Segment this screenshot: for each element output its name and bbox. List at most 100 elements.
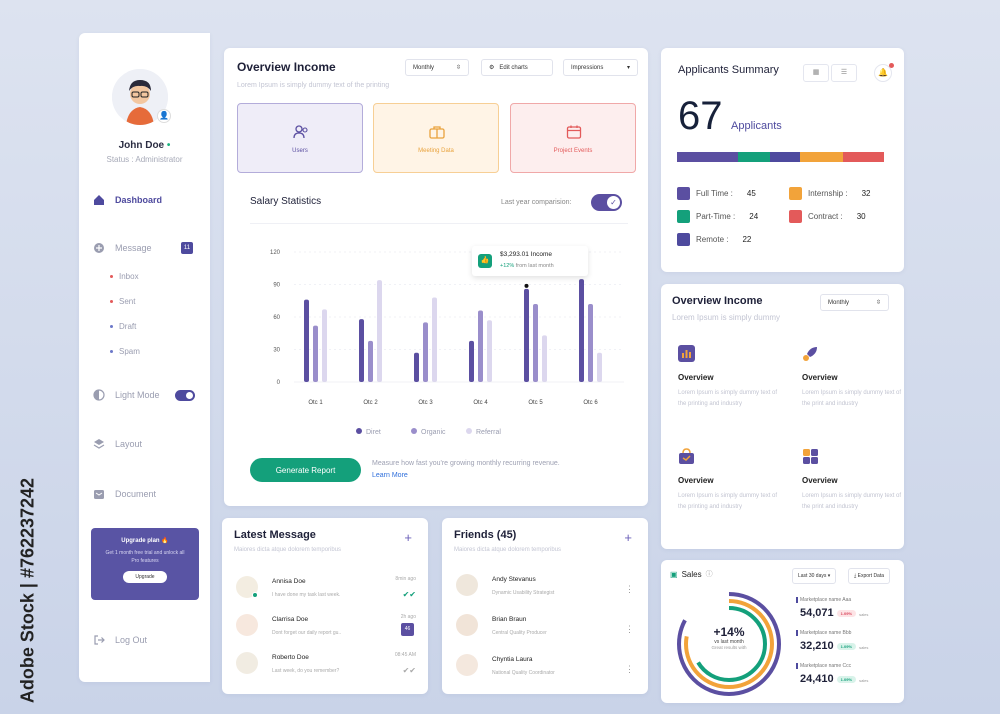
bell-icon[interactable]: 🔔: [874, 64, 892, 82]
home-icon: [94, 195, 104, 205]
x-tick-label: Otc 4: [473, 400, 488, 406]
market-c-label: Marketplace name Ccc: [795, 663, 852, 669]
tile-project-events[interactable]: Project Events: [510, 103, 636, 173]
highlight-point: [524, 283, 529, 288]
overview2-period-select[interactable]: Monthly ⇳: [820, 294, 889, 311]
notification-dot: [889, 63, 894, 68]
overview-income-panel-2: Overview Income Lorem Ipsum is simply du…: [661, 284, 904, 549]
nav-layout[interactable]: Layout: [93, 438, 142, 450]
add-friend-icon[interactable]: +: [624, 530, 632, 545]
nav-sub-spam[interactable]: Spam: [110, 347, 140, 356]
applicants-bar-segment: [800, 152, 844, 162]
apps-grid-icon: [803, 449, 818, 464]
chart-tooltip: 👍 $3,293.01 Income +12% from last month: [472, 246, 588, 276]
avatar: [236, 652, 258, 674]
layers-icon: [93, 439, 105, 449]
x-tick-label: Otc 6: [583, 400, 598, 406]
message-row[interactable]: Clarrisa Doe Dont forget our daily repor…: [236, 612, 416, 644]
more-vertical-icon: ⋮: [625, 584, 634, 594]
chevron-down-icon: ▾: [626, 65, 630, 71]
info-icon: ⓘ: [705, 571, 713, 578]
avatar: [236, 614, 258, 636]
market-a-value: 54,071 1.09% sales: [800, 607, 869, 619]
add-message-icon[interactable]: +: [404, 530, 412, 545]
bar-referral: [487, 320, 492, 382]
list-view-icon[interactable]: ☰: [831, 64, 857, 82]
legend-remote: Remote :22: [677, 233, 751, 246]
friend-row[interactable]: Andy Stevanus Dynamic Usability Strategi…: [456, 572, 636, 604]
applicants-label: Applicants: [731, 120, 782, 132]
message-row[interactable]: Annisa Doe I have done my task last week…: [236, 574, 416, 606]
bar-chart-icon: [678, 345, 695, 362]
briefcase-icon: [429, 126, 445, 139]
sales-range-select[interactable]: Last 30 days ▾: [792, 568, 837, 584]
legend-part-time: Part-Time :24: [677, 210, 758, 223]
bar-organic: [423, 322, 428, 382]
sidebar: 👤 John Doe • Status : Administrator Dash…: [79, 33, 210, 682]
legend-label: Referral: [476, 429, 501, 436]
legend-dot: [356, 428, 362, 434]
nav-document[interactable]: Document: [93, 488, 156, 500]
legend-label: Organic: [421, 429, 446, 436]
overview-item-4[interactable]: Overview Lorem Ipsum is simply dummy tex…: [802, 448, 902, 513]
user-name: John Doe •: [118, 140, 171, 151]
friend-row[interactable]: Brian Braun Central Quality Producer ⋮: [456, 612, 636, 644]
upgrade-plan-card: Upgrade plan 🔥 Get 1 month free trial an…: [91, 528, 199, 600]
metric-select[interactable]: Impressions ▾: [563, 59, 638, 76]
friend-row[interactable]: Chyntia Laura National Quality Coordinat…: [456, 652, 636, 684]
compare-label: Last year comparision:: [501, 199, 572, 206]
period-select[interactable]: Monthly ⇳: [405, 59, 469, 76]
upgrade-button[interactable]: Upgrade: [123, 571, 167, 583]
avatar[interactable]: [112, 69, 168, 125]
nav-sub-inbox[interactable]: Inbox: [110, 272, 139, 281]
market-b-value: 32,210 1.09% sales: [800, 640, 869, 652]
more-vertical-icon: ⋮: [625, 624, 634, 634]
x-tick-label: Otc 2: [363, 400, 378, 406]
unread-count-badge: 46: [401, 623, 414, 636]
bar-diret: [579, 279, 584, 382]
applicants-bar-segment: [843, 152, 884, 162]
grid-view-icon[interactable]: ▦: [803, 64, 829, 82]
nav-sub-draft[interactable]: Draft: [109, 322, 137, 331]
bar-organic: [533, 304, 538, 382]
nav-logout[interactable]: Log Out: [93, 634, 147, 646]
bar-diret: [524, 288, 529, 382]
overview-title: Overview Income: [237, 60, 336, 74]
nav-sub-sent[interactable]: Sent: [109, 297, 136, 306]
compare-toggle[interactable]: ✓: [591, 194, 622, 211]
more-vertical-icon: ⋮: [625, 664, 634, 674]
bar-diret: [304, 299, 309, 382]
nav-message[interactable]: Message: [93, 242, 152, 254]
y-tick-label: 0: [277, 380, 281, 386]
x-tick-label: Otc 3: [418, 400, 433, 406]
half-moon-icon: [93, 389, 105, 401]
x-tick-label: Otc 1: [308, 400, 323, 406]
export-data-button[interactable]: ⤓ Export Data: [848, 568, 891, 584]
profile-badge-icon[interactable]: 👤: [157, 109, 171, 123]
shopping-bag-icon: [679, 448, 694, 464]
overview-item-3[interactable]: Overview Lorem Ipsum is simply dummy tex…: [678, 448, 778, 513]
nav-light-mode: Light Mode: [93, 389, 160, 401]
generate-report-button[interactable]: Generate Report: [250, 458, 361, 482]
calendar-icon: [566, 125, 582, 139]
message-row[interactable]: Roberto Doe Last week, do you remember? …: [236, 650, 416, 682]
applicants-bar-segment: [770, 152, 801, 162]
rocket-icon: [803, 347, 817, 361]
overview-item-2[interactable]: Overview Lorem Ipsum is simply dummy tex…: [802, 345, 902, 410]
light-mode-toggle[interactable]: [175, 390, 195, 401]
avatar: [456, 654, 478, 676]
logout-icon: [94, 635, 105, 645]
edit-charts-button[interactable]: ⚙ Edit charts: [481, 59, 553, 76]
tile-meeting-data[interactable]: Meeting Data: [373, 103, 499, 173]
overview-subtitle: Lorem Ipsum is simply dummy text of the …: [237, 82, 390, 89]
y-tick-label: 60: [273, 315, 280, 321]
nav-dashboard[interactable]: Dashboard: [93, 194, 162, 206]
tile-users[interactable]: Users: [237, 103, 363, 173]
learn-more-link[interactable]: Learn More: [372, 472, 408, 479]
updown-icon: ⇳: [875, 300, 881, 306]
overview-item-1[interactable]: Overview Lorem Ipsum is simply dummy tex…: [678, 345, 778, 410]
bar-referral: [377, 280, 382, 382]
friends-panel: Friends (45) Maiores dicta atque dolorem…: [442, 518, 648, 694]
market-a-label: Marketplace name Aaa: [795, 597, 852, 603]
applicants-bar-segment: [737, 152, 771, 162]
